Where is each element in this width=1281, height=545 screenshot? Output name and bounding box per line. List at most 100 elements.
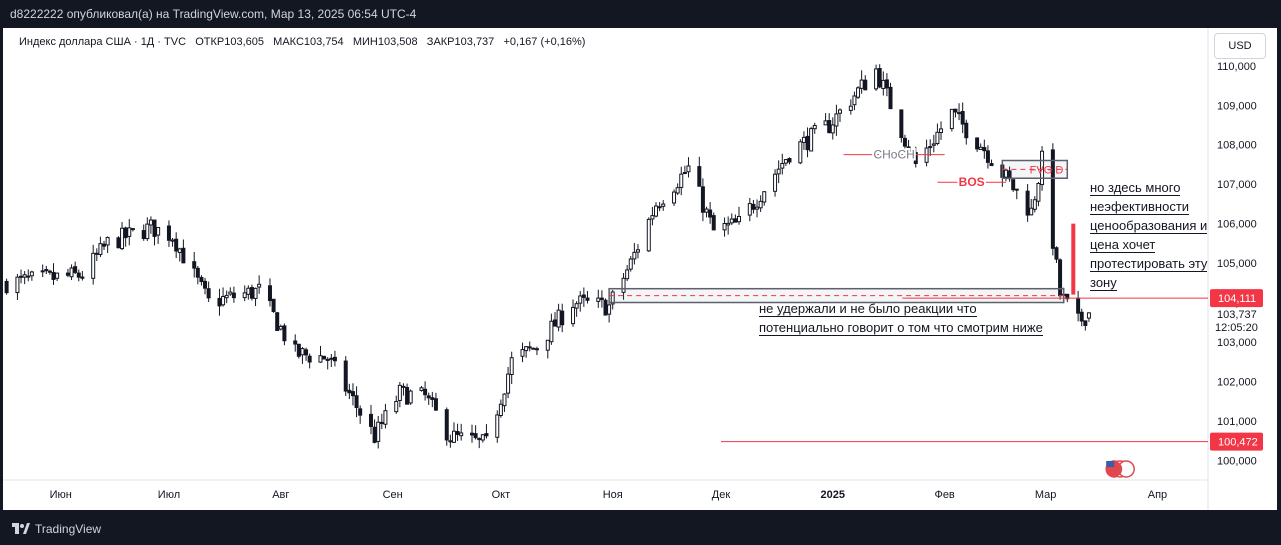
candle-body	[1054, 247, 1059, 260]
candle-body	[787, 157, 792, 163]
candle-body	[780, 162, 785, 169]
candle-body	[1040, 150, 1045, 186]
candle-body	[711, 215, 716, 231]
candle-body	[830, 124, 835, 134]
candle-body	[401, 385, 406, 388]
candle-body	[776, 168, 781, 175]
candle-body	[221, 296, 226, 306]
candle-body	[957, 112, 962, 115]
low-value: 103,508	[377, 36, 418, 48]
candle-body	[823, 120, 828, 126]
candle-body	[686, 165, 691, 173]
x-tick-label: Дек	[712, 489, 731, 501]
candle-body	[94, 252, 99, 255]
candle-body	[827, 120, 832, 134]
countdown-label: 12:05:20	[1215, 322, 1258, 334]
candle-body	[174, 238, 179, 252]
candle-body	[322, 355, 327, 360]
candle-body	[884, 79, 889, 89]
candle-body	[91, 252, 96, 279]
candle-body	[19, 275, 24, 278]
candle-body	[300, 348, 305, 356]
candle-body	[682, 171, 687, 174]
candle-body	[181, 247, 186, 264]
candle-body	[672, 191, 677, 204]
candle-body	[177, 248, 182, 253]
candle-body	[809, 128, 814, 152]
current-price-label: 103,737	[1217, 309, 1257, 321]
candle-body	[571, 306, 576, 325]
price-chart[interactable]: 100,000101,000102,000103,000104,000105,0…	[3, 28, 1277, 510]
right-annotation: но здесь много неэфективности ценообразо…	[1090, 178, 1208, 292]
candle-body	[650, 215, 655, 220]
x-tick-label: Апр	[1148, 489, 1167, 501]
candle-body	[910, 150, 915, 153]
bottom-annotation: не удержали и не было реакции что потенц…	[759, 299, 1043, 337]
candle-body	[888, 86, 893, 110]
candle-body	[4, 280, 9, 294]
candle-body	[751, 203, 756, 210]
candle-body	[838, 109, 843, 114]
candle-body	[928, 146, 933, 149]
candle-body	[275, 312, 280, 332]
currency-button[interactable]: USD	[1214, 33, 1266, 59]
symbol-legend: Индекс доллара США · 1Д · TVC ОТКР103,60…	[19, 36, 585, 48]
candle-body	[848, 105, 853, 111]
candle-body	[120, 227, 125, 250]
candle-body	[599, 297, 604, 300]
bottom-note-line-2: потенциально говорит о том что смотрим н…	[759, 320, 1043, 336]
candle-body	[722, 222, 727, 231]
candle-body	[304, 349, 309, 356]
candle-body	[877, 68, 882, 88]
candle-body	[192, 261, 197, 269]
candle-body	[477, 438, 482, 441]
chart-frame: 100,000101,000102,000103,000104,000105,0…	[3, 28, 1277, 510]
candle-body	[982, 147, 987, 152]
candle-body	[1025, 190, 1030, 216]
candle-body	[199, 276, 204, 283]
candle-body	[881, 79, 886, 89]
candle-body	[203, 280, 208, 289]
candle-body	[758, 200, 763, 209]
y-tick-label: 109,000	[1217, 100, 1257, 112]
candle-body	[29, 271, 34, 277]
candle-body	[257, 283, 262, 288]
candle-body	[127, 227, 132, 237]
candle-body	[704, 208, 709, 213]
candle-body	[859, 79, 864, 89]
x-tick-label: Фев	[934, 489, 954, 501]
bottom-note-line-1: не удержали и не было реакции что	[759, 301, 977, 317]
candle-body	[217, 297, 222, 307]
candle-body	[397, 384, 402, 401]
x-tick-label: Авг	[272, 489, 289, 501]
candle-body	[495, 414, 500, 438]
candle-body	[762, 191, 767, 203]
candle-body	[47, 270, 52, 273]
candle-body	[105, 237, 110, 246]
candle-body	[278, 325, 283, 330]
y-tick-label: 100,000	[1217, 455, 1257, 467]
candle-body	[69, 267, 74, 278]
candle-body	[40, 270, 45, 273]
candle-body	[1011, 179, 1016, 191]
tradingview-logo-icon	[12, 522, 30, 534]
candle-body	[552, 319, 557, 327]
candle-body	[249, 287, 254, 299]
candle-body	[635, 249, 640, 253]
candle-body	[484, 433, 489, 437]
candle-body	[296, 343, 301, 357]
candle-body	[1065, 293, 1070, 300]
candle-body	[498, 403, 503, 417]
candle-body	[581, 294, 586, 298]
candle-body	[145, 223, 150, 240]
low-label: МИН	[352, 36, 378, 48]
candle-body	[394, 400, 399, 413]
candle-body	[156, 226, 161, 236]
x-tick-label: Ноя	[603, 489, 623, 501]
tradingview-logo[interactable]: TradingView	[12, 522, 101, 536]
candle-body	[747, 203, 752, 216]
candle-body	[253, 287, 258, 299]
x-tick-label: Окт	[492, 489, 511, 501]
candle-body	[408, 390, 413, 404]
candle-body	[578, 295, 583, 304]
